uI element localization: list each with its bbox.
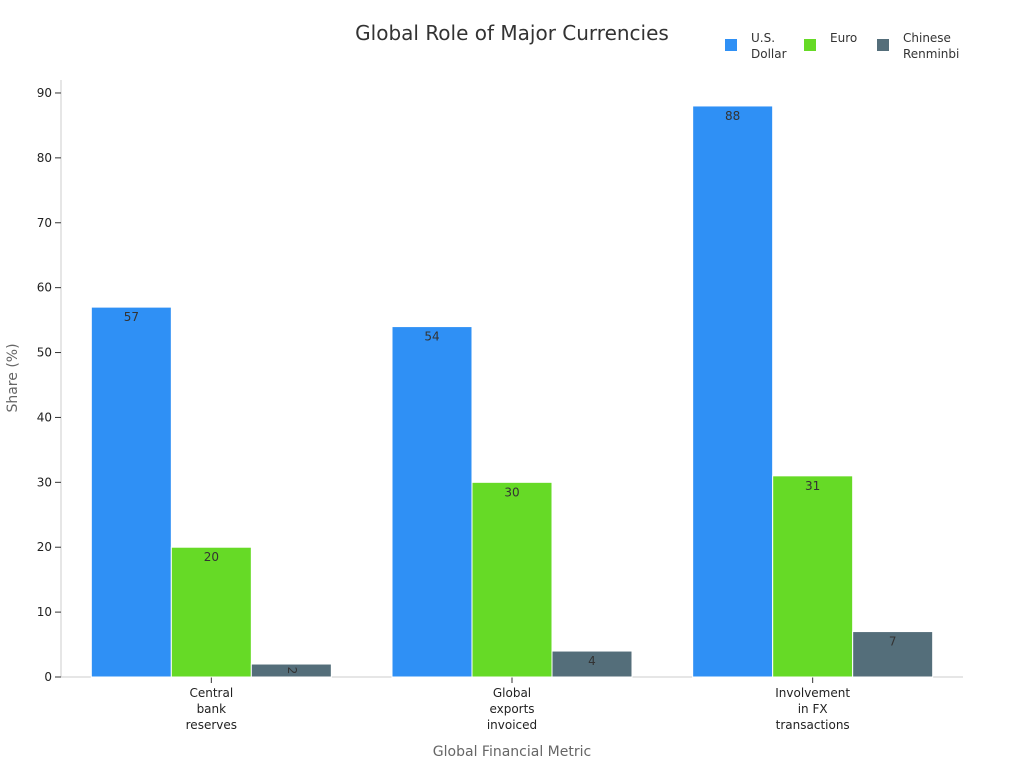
bar xyxy=(170,546,252,678)
legend-label: U.S. Dollar xyxy=(751,31,787,61)
bar xyxy=(391,326,473,678)
y-tick-label: 30 xyxy=(37,475,52,489)
x-tick-label: Central bank reserves xyxy=(186,686,237,732)
chart-title: Global Role of Major Currencies xyxy=(355,21,669,45)
data-label: 20 xyxy=(204,550,219,564)
bar xyxy=(471,481,553,678)
data-label: 31 xyxy=(805,479,820,493)
data-label: 57 xyxy=(124,310,139,324)
x-tick-label: Global exports invoiced xyxy=(487,686,537,732)
x-tick-label: Involvement in FX transactions xyxy=(775,686,850,732)
legend-label: Euro xyxy=(830,31,857,45)
bar xyxy=(551,650,633,678)
y-tick-label: 20 xyxy=(37,540,52,554)
bar xyxy=(90,306,172,678)
y-tick-label: 10 xyxy=(37,605,52,619)
bar xyxy=(772,475,854,678)
y-axis-title: Share (%) xyxy=(5,343,21,412)
y-tick-label: 40 xyxy=(37,410,52,424)
y-tick-label: 70 xyxy=(37,216,52,230)
y-tick-label: 80 xyxy=(37,151,52,165)
data-label: 2 xyxy=(285,667,299,675)
bar xyxy=(250,663,332,678)
legend-swatch xyxy=(725,39,737,51)
plot-area: 0 10 20 30 40 50 60 70 80 90 Central bank reserves 57… xyxy=(37,80,963,732)
bar xyxy=(692,105,774,678)
data-label: 7 xyxy=(889,635,897,649)
data-label: 30 xyxy=(504,485,519,499)
legend-label: Chinese Renminbi xyxy=(903,31,959,61)
y-tick-label: 50 xyxy=(37,346,52,360)
data-label: 54 xyxy=(424,330,439,344)
y-tick-label: 0 xyxy=(44,670,52,684)
y-tick-label: 60 xyxy=(37,281,52,295)
bar xyxy=(852,631,934,678)
y-tick-label: 90 xyxy=(37,86,52,100)
legend-swatch xyxy=(877,39,889,51)
data-label: 88 xyxy=(725,109,740,123)
legend: U.S. Dollar Euro Chinese Renminbi xyxy=(725,31,959,61)
data-label: 4 xyxy=(588,654,596,668)
legend-swatch xyxy=(804,39,816,51)
x-axis-title: Global Financial Metric xyxy=(433,744,591,760)
